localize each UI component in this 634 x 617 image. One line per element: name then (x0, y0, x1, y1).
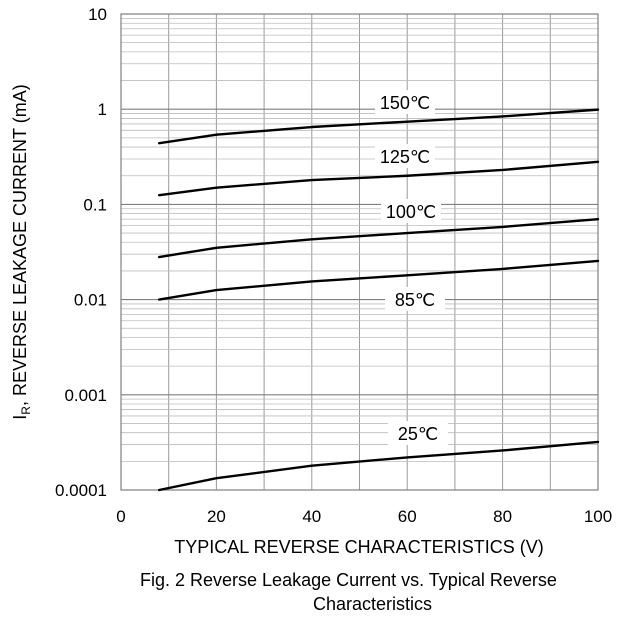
x-tick-labels: 0 20 40 60 80 100 (116, 507, 612, 526)
y-axis-label-main: I (10, 415, 30, 420)
x-tick-label: 20 (207, 507, 226, 526)
y-tick-label: 0.001 (64, 386, 107, 405)
figure-caption: Fig. 2 Reverse Leakage Current vs. Typic… (0, 570, 634, 617)
series-line (157, 108, 600, 145)
series-label: 25℃ (398, 424, 438, 444)
y-tick-label: 0.0001 (55, 481, 107, 500)
y-tick-labels: 0.0001 0.001 0.01 0.1 1 10 (55, 5, 107, 500)
series-label: 100℃ (386, 202, 436, 222)
series-label-background (385, 287, 445, 311)
caption-line-1: Fig. 2 Reverse Leakage Current vs. Typic… (140, 570, 557, 590)
x-tick-label: 40 (302, 507, 321, 526)
series-lines (157, 108, 600, 492)
y-axis-label: IR, REVERSE LEAKAGE CURRENT (mA) (10, 84, 33, 419)
series-labels: 150℃ 125℃ 100℃ 85℃ 25℃ (380, 93, 438, 444)
caption-line-2: Characteristics (313, 594, 433, 614)
series-line (157, 440, 600, 492)
plot-frame (120, 13, 599, 491)
series-line (157, 160, 600, 197)
series-label-background (375, 144, 435, 168)
y-axis-label-rest: , REVERSE LEAKAGE CURRENT (mA) (10, 84, 30, 406)
series-line (157, 259, 600, 301)
series-label: 85℃ (395, 290, 435, 310)
x-tick-label: 100 (584, 507, 612, 526)
x-tick-label: 60 (398, 507, 417, 526)
series-label: 150℃ (380, 93, 430, 113)
series-label: 125℃ (380, 147, 430, 167)
x-axis-label: TYPICAL REVERSE CHARACTERISTICS (V) (174, 537, 543, 557)
y-tick-label: 0.1 (83, 195, 107, 214)
series-label-background (375, 90, 435, 114)
label-backgrounds (375, 90, 448, 445)
series-line (157, 217, 600, 259)
y-tick-label: 10 (88, 5, 107, 24)
x-tick-label: 0 (116, 507, 125, 526)
y-tick-label: 1 (98, 100, 107, 119)
x-tick-label: 80 (493, 507, 512, 526)
y-tick-label: 0.01 (74, 291, 107, 310)
series-label-background (388, 421, 448, 445)
series-label-background (381, 199, 441, 223)
y-axis-label-subscript: R (19, 406, 33, 415)
